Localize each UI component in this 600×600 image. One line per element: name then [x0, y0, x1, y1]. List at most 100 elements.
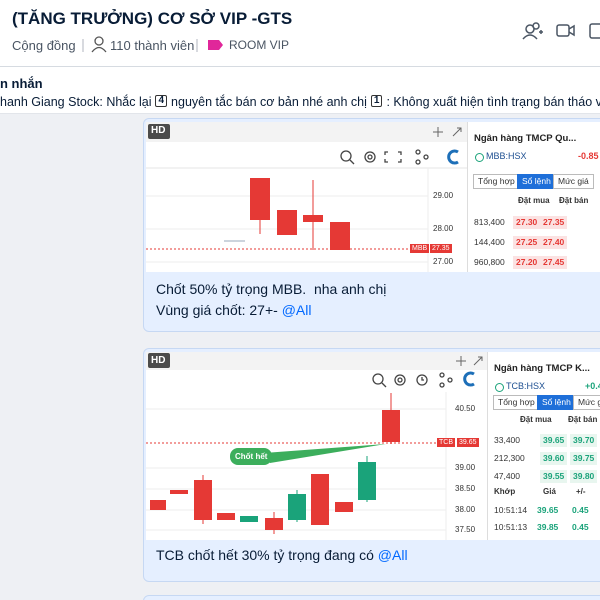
column-header: +/-: [576, 487, 586, 496]
mention: @All: [377, 547, 408, 563]
chart-image: [146, 352, 487, 540]
axis-label: 27.00: [433, 257, 454, 266]
message-text: TCB chốt hết 30% tỷ trọng đang có: [156, 547, 378, 563]
candles: [150, 393, 400, 534]
axis-label: 38.00: [455, 505, 476, 514]
toolbar: [146, 352, 487, 370]
chart-tools: [372, 372, 453, 388]
volume: 47,400: [494, 471, 520, 481]
pinned-text: : Không xuất hiện tình trạng bán tháo vớ…: [386, 95, 600, 109]
trade-price: 39.85: [537, 522, 559, 532]
price: 39.75: [570, 452, 598, 465]
candle: [250, 178, 270, 220]
message-text: Vùng giá chốt: 27+-: [156, 302, 282, 318]
price-tag-value: 39.65: [457, 438, 479, 447]
trade-time: 10:51:13: [494, 522, 528, 532]
pinned-label: n nhắn: [0, 76, 43, 91]
status-icon: [495, 383, 504, 392]
price: 39.80: [570, 470, 598, 483]
logo: [463, 371, 475, 387]
header: [0, 0, 600, 67]
group-tag: ROOM VIP: [229, 38, 290, 52]
column-header: Đặt mua: [518, 196, 550, 205]
price: 27.45: [540, 256, 568, 269]
message-text: Chốt 50% tỷ trọng MBB. nha anh chị: [156, 281, 387, 297]
tab: Tổng hợp: [473, 174, 520, 189]
window-icons: [456, 356, 483, 366]
tab: Mức giá: [573, 395, 600, 410]
volume: 144,400: [474, 237, 505, 247]
status-icon: [475, 153, 484, 162]
hd-badge: [148, 353, 170, 368]
candle: [330, 222, 350, 250]
candle: [277, 210, 297, 235]
price: 27.30: [513, 216, 541, 229]
column-header: Giá: [543, 487, 556, 496]
price: 39.55: [540, 470, 568, 483]
price-tag-value: 27.35: [430, 244, 452, 253]
axis-label: 28.00: [433, 224, 454, 233]
price: 27.20: [513, 256, 541, 269]
price-tag-symbol: TCB: [437, 438, 455, 447]
member-count: 110 thành viên: [110, 38, 195, 53]
pinned-text: nguyên tắc bán cơ bản nhé anh chị: [171, 95, 367, 109]
price-change: -0.85: [578, 151, 599, 161]
hd-badge: HD: [151, 355, 166, 366]
axis-label: 39.00: [455, 463, 476, 472]
annotation-bubble: [230, 448, 272, 465]
trade-change: 0.45: [572, 505, 589, 515]
annotation-pointer: [264, 444, 386, 463]
axis-label: 38.50: [455, 484, 476, 493]
axis-label: 29.00: [433, 191, 454, 200]
column-header: Đặt bán: [568, 415, 598, 424]
mention: @All: [281, 302, 312, 318]
group-type: Cộng đồng: [12, 38, 76, 53]
member-icon: [94, 36, 104, 46]
tab: Sổ lệnh: [517, 174, 556, 189]
hd-badge: [148, 124, 170, 139]
column-header: Đặt mua: [520, 415, 552, 424]
volume: 33,400: [494, 435, 520, 445]
chart-tools: [340, 149, 429, 165]
axis-label: 37.50: [455, 525, 476, 534]
price: 39.70: [570, 434, 598, 447]
trade-time: 10:51:14: [494, 505, 528, 515]
price: 27.35: [540, 216, 568, 229]
keycap-number: 1: [370, 95, 383, 107]
column-header: Đặt bán: [559, 196, 589, 205]
hd-badge: HD: [151, 125, 166, 136]
candle: [303, 215, 323, 222]
symbol: MBB:HSX: [486, 151, 527, 161]
tab: Mức giá: [553, 174, 594, 189]
price: 39.60: [540, 452, 568, 465]
volume: 212,300: [494, 453, 525, 463]
header-icons: [82, 22, 600, 53]
message-bubble: [143, 595, 600, 600]
keycap-number: 4: [155, 95, 168, 107]
group-title: (TĂNG TRƯỞNG) CƠ SỞ VIP -GTS: [12, 9, 293, 28]
tab: Sổ lệnh: [537, 395, 576, 410]
price: 39.65: [540, 434, 568, 447]
annotation: Chốt hết: [235, 452, 268, 461]
toolbar: [146, 122, 467, 142]
pinned-text: hanh Giang Stock: Nhắc lại: [0, 95, 152, 109]
trade-change: 0.45: [572, 522, 589, 532]
volume: 960,800: [474, 257, 505, 267]
trade-price: 39.65: [537, 505, 559, 515]
column-header: Khớp: [494, 487, 516, 496]
company-name: Ngân hàng TMCP Qu...: [474, 133, 577, 144]
price-tag-symbol: MBB: [410, 244, 430, 253]
window-icons: [433, 127, 462, 137]
company-name: Ngân hàng TMCP K...: [494, 363, 590, 374]
volume: 813,400: [474, 217, 505, 227]
tag-icon: [208, 40, 223, 50]
axis-label: 40.50: [455, 404, 476, 413]
symbol: TCB:HSX: [506, 381, 546, 391]
price: 27.40: [540, 236, 568, 249]
tab: Tổng hợp: [493, 395, 540, 410]
logo: [447, 149, 459, 165]
pinned-bar: [0, 67, 600, 114]
toolbar-icons: [522, 22, 600, 40]
member-icon: [91, 46, 107, 53]
